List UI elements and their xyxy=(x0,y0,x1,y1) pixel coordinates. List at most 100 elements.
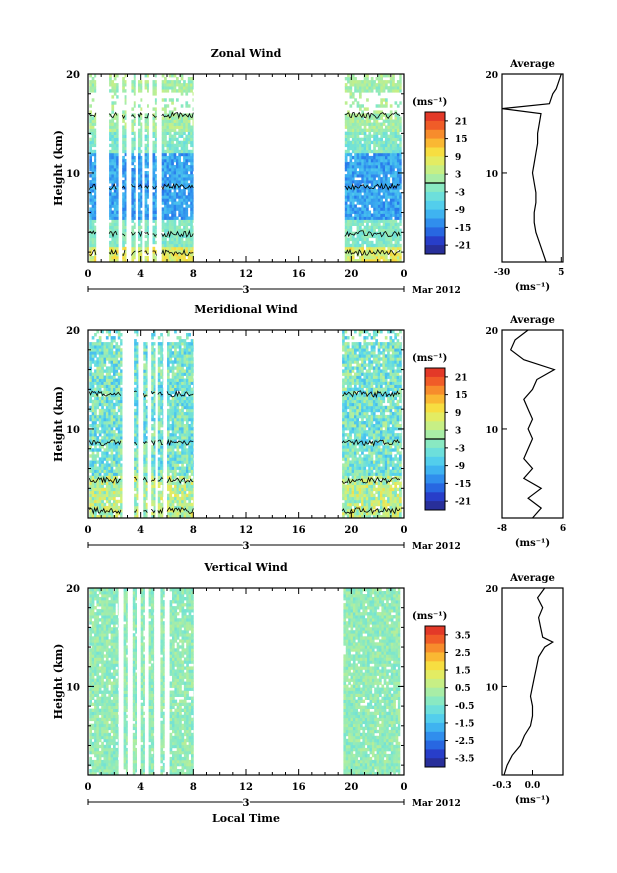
heatmap-cell xyxy=(186,363,189,367)
heatmap-cell xyxy=(344,460,348,464)
heatmap-cell xyxy=(394,234,398,239)
heatmap-cell xyxy=(173,83,177,87)
heatmap-cell xyxy=(361,237,364,242)
heatmap-cell xyxy=(108,442,111,446)
heatmap-cell xyxy=(96,427,100,431)
heatmap-cell xyxy=(136,390,139,394)
heatmap-cell xyxy=(394,125,398,129)
heatmap-cell xyxy=(144,134,148,138)
heatmap-cell xyxy=(91,354,95,358)
heatmap-cell xyxy=(178,414,182,419)
heatmap-cell xyxy=(164,189,167,193)
heatmap-cell xyxy=(111,146,115,151)
heatmap-cell xyxy=(98,381,102,385)
heatmap-cell xyxy=(178,116,181,120)
heatmap-cell xyxy=(349,192,353,196)
heatmap-cell xyxy=(117,472,121,476)
heatmap-cell xyxy=(98,378,102,382)
heatmap-cell xyxy=(94,505,97,510)
heatmap-cell xyxy=(96,330,100,334)
heatmap-cell xyxy=(176,399,180,404)
heatmap-cell xyxy=(171,192,174,196)
heatmap-cell xyxy=(190,375,194,379)
heatmap-cell xyxy=(375,140,379,145)
heatmap-cell xyxy=(98,345,102,349)
heatmap-cell xyxy=(187,149,191,154)
heatmap-cell xyxy=(190,484,194,488)
heatmap-cell xyxy=(103,417,107,422)
heatmap-cell xyxy=(387,113,391,117)
heatmap-cell xyxy=(145,451,148,455)
heatmap-cell xyxy=(94,237,97,242)
heatmap-cell xyxy=(351,165,355,169)
heatmap-cell xyxy=(368,201,372,205)
heatmap-cell xyxy=(120,430,123,434)
heatmap-cell xyxy=(190,466,194,470)
heatmap-cell xyxy=(113,339,116,343)
heatmap-cell xyxy=(138,149,141,154)
heatmap-cell xyxy=(145,430,148,434)
heatmap-cell xyxy=(110,360,114,364)
heatmap-cell xyxy=(140,186,143,190)
heatmap-cell xyxy=(161,252,165,257)
heatmap-cell xyxy=(356,86,360,90)
heatmap-cell xyxy=(152,146,156,151)
heatmap-cell xyxy=(181,448,184,452)
heatmap-cell xyxy=(91,345,95,349)
heatmap-cell xyxy=(133,243,136,248)
heatmap-cell xyxy=(180,213,184,217)
heatmap-cell xyxy=(101,442,104,446)
heatmap-cell xyxy=(389,89,393,93)
heatmap-cell xyxy=(193,454,194,458)
heatmap-cell xyxy=(387,222,391,226)
heatmap-cell xyxy=(171,161,174,166)
heatmap-cell xyxy=(145,345,148,349)
heatmap-cell xyxy=(176,375,180,379)
heatmap-cell xyxy=(94,255,97,260)
heatmap-cell xyxy=(399,174,402,178)
heatmap-cell xyxy=(187,122,191,126)
heatmap-cell xyxy=(157,424,161,428)
heatmap-cell xyxy=(122,131,125,135)
heatmap-cell xyxy=(134,345,137,349)
heatmap-cell xyxy=(366,140,369,145)
heatmap-cell xyxy=(361,246,364,251)
heatmap-cell xyxy=(89,399,92,404)
heatmap-cell xyxy=(351,259,355,263)
heatmap-cell xyxy=(133,137,136,142)
heatmap-cell xyxy=(347,231,350,236)
heatmap-cell xyxy=(94,216,97,220)
heatmap-cell xyxy=(166,125,170,129)
heatmap-cell xyxy=(96,436,100,440)
heatmap-cell xyxy=(111,228,115,232)
heatmap-cell xyxy=(171,460,175,464)
heatmap-cell xyxy=(133,255,136,260)
heatmap-cell xyxy=(377,86,381,90)
heatmap-cell xyxy=(180,104,184,108)
heatmap-cell xyxy=(113,405,116,410)
heatmap-cell xyxy=(347,228,350,232)
heatmap-cell xyxy=(180,177,184,181)
heatmap-cell xyxy=(103,421,107,425)
heatmap-cell xyxy=(349,131,353,135)
heatmap-cell xyxy=(361,122,364,126)
heatmap-cell xyxy=(349,237,353,242)
heatmap-cell xyxy=(113,143,117,148)
heatmap-cell xyxy=(133,113,136,117)
heatmap-cell xyxy=(117,333,121,337)
heatmap-cell xyxy=(180,219,184,223)
heatmap-cell xyxy=(396,186,400,190)
heatmap-cell xyxy=(368,158,372,163)
heatmap-cell xyxy=(167,366,170,370)
heatmap-cell xyxy=(144,243,148,248)
heatmap-cell xyxy=(101,369,104,373)
heatmap-cell xyxy=(396,255,400,260)
heatmap-cell xyxy=(89,143,92,148)
heatmap-cell xyxy=(171,366,175,370)
heatmap-cell xyxy=(133,83,136,87)
heatmap-cell xyxy=(131,207,135,211)
heatmap-cell xyxy=(394,110,398,114)
heatmap-cell xyxy=(399,183,402,187)
heatmap-cell xyxy=(183,357,187,361)
heatmap-cell xyxy=(385,134,388,138)
